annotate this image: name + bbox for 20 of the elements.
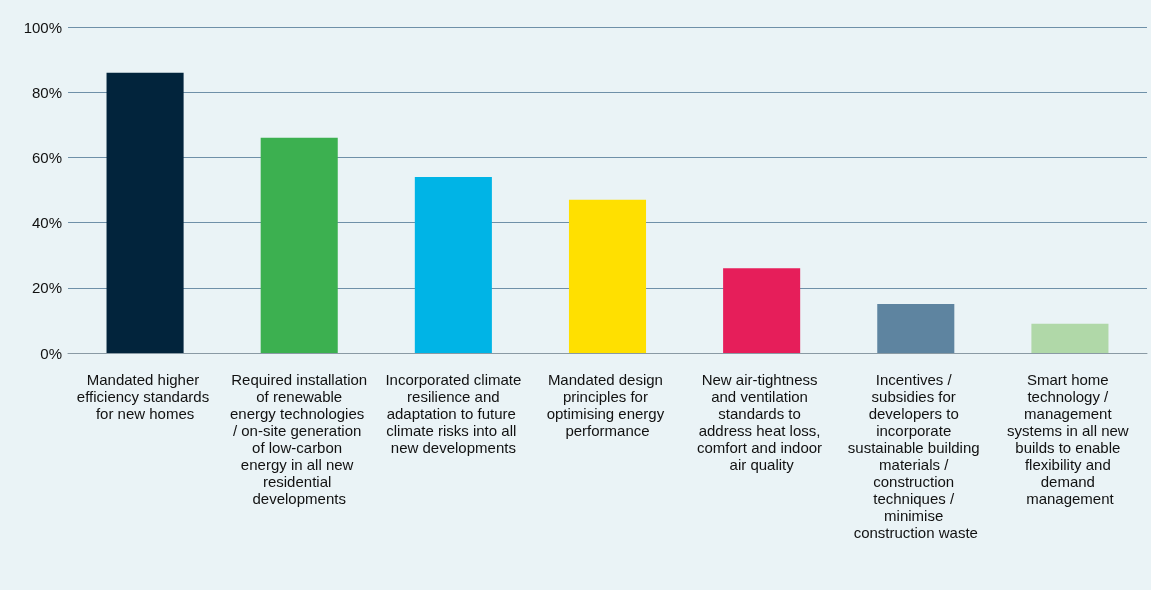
x-tick-label: Incorporated climate resilience and adaptation to future climate risks into all new developments (385, 371, 522, 456)
bar (1031, 323, 1109, 353)
bar (568, 199, 647, 353)
y-tick-label: 0% (40, 344, 62, 362)
bar (106, 72, 184, 353)
category-label: Incentives / subsidies for developers to incorporate sustainable building materials / construction techniques / minimise construction waste (847, 371, 980, 541)
bar (414, 176, 492, 353)
y-tick-label: 20% (31, 279, 62, 297)
x-tick-label: New air-tightness and ventilation standards to address heat loss, comfort and indoor air quality (697, 371, 827, 473)
bar (723, 268, 801, 353)
x-tick-label: Mandated design principles for optimising energy performance (546, 371, 669, 439)
y-tick-label: 60% (31, 148, 62, 166)
x-tick-label: Smart home technology / management systems in all new builds to enable flexibility and demand management (1006, 371, 1133, 507)
bar (260, 137, 338, 353)
x-tick-label: Required installation of renewable energy technologies / on-site generation of low-carbon energy in all new residential developments (230, 371, 369, 507)
bar (877, 304, 955, 353)
y-tick-label: 80% (31, 83, 62, 101)
y-tick-label: 40% (31, 214, 62, 232)
y-tick-label: 100% (23, 18, 62, 36)
x-tick-label: Mandated higher efficiency standards for new homes (76, 371, 214, 422)
